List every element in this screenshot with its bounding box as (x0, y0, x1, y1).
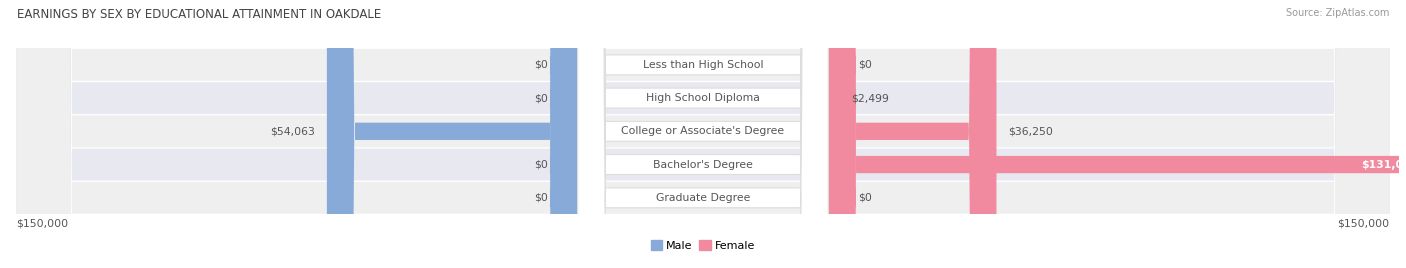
FancyBboxPatch shape (828, 0, 997, 268)
Text: $2,499: $2,499 (852, 93, 890, 103)
Text: $36,250: $36,250 (1008, 126, 1053, 136)
Text: $150,000: $150,000 (1337, 218, 1389, 228)
Text: High School Diploma: High School Diploma (647, 93, 759, 103)
FancyBboxPatch shape (326, 0, 578, 268)
Text: Graduate Degree: Graduate Degree (655, 193, 751, 203)
FancyBboxPatch shape (578, 0, 828, 268)
Text: $54,063: $54,063 (270, 126, 315, 136)
Text: Source: ZipAtlas.com: Source: ZipAtlas.com (1285, 8, 1389, 18)
FancyBboxPatch shape (578, 0, 828, 268)
FancyBboxPatch shape (17, 0, 1389, 268)
FancyBboxPatch shape (818, 0, 856, 268)
Text: Bachelor's Degree: Bachelor's Degree (652, 159, 754, 170)
FancyBboxPatch shape (550, 0, 588, 268)
FancyBboxPatch shape (578, 0, 828, 268)
Text: $150,000: $150,000 (17, 218, 69, 228)
FancyBboxPatch shape (550, 0, 588, 268)
FancyBboxPatch shape (550, 0, 588, 268)
FancyBboxPatch shape (17, 0, 1389, 268)
FancyBboxPatch shape (818, 0, 856, 268)
Text: $0: $0 (859, 193, 872, 203)
FancyBboxPatch shape (550, 0, 588, 268)
FancyBboxPatch shape (17, 0, 1389, 268)
Text: $0: $0 (534, 93, 547, 103)
Text: College or Associate's Degree: College or Associate's Degree (621, 126, 785, 136)
FancyBboxPatch shape (17, 0, 1389, 268)
Text: $0: $0 (534, 159, 547, 170)
FancyBboxPatch shape (578, 0, 828, 268)
Text: $0: $0 (534, 193, 547, 203)
Text: $131,089: $131,089 (1361, 159, 1406, 170)
Text: EARNINGS BY SEX BY EDUCATIONAL ATTAINMENT IN OAKDALE: EARNINGS BY SEX BY EDUCATIONAL ATTAINMEN… (17, 8, 381, 21)
Text: $0: $0 (534, 60, 547, 70)
Text: $0: $0 (859, 60, 872, 70)
FancyBboxPatch shape (17, 0, 1389, 268)
FancyBboxPatch shape (578, 0, 828, 268)
Legend: Male, Female: Male, Female (647, 236, 759, 255)
FancyBboxPatch shape (828, 0, 1406, 268)
Text: Less than High School: Less than High School (643, 60, 763, 70)
FancyBboxPatch shape (813, 0, 856, 268)
